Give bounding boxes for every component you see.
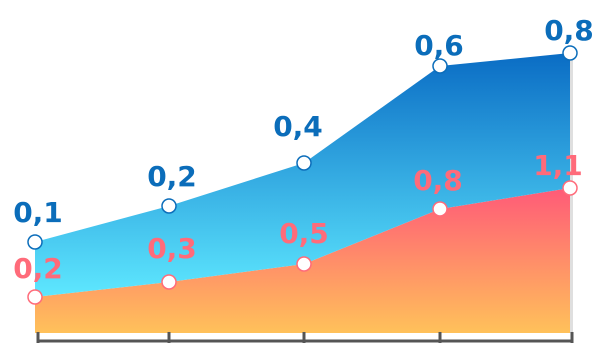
data-label-series-2: 0,2 (13, 252, 63, 285)
data-labels: 0,1 0,2 0,4 0,6 0,8 0,2 0,3 0,5 0,8 1,1 (13, 14, 594, 285)
data-markers (27, 45, 578, 305)
marker-series-1 (296, 155, 312, 171)
data-label-series-2: 1,1 (533, 149, 583, 182)
data-label-series-2: 0,5 (279, 217, 329, 250)
marker-series-2 (27, 289, 43, 305)
marker-series-1 (27, 234, 43, 250)
marker-series-2 (562, 180, 578, 196)
area-series-1 (35, 53, 570, 297)
marker-series-1 (432, 58, 448, 74)
marker-series-1 (161, 198, 177, 214)
marker-series-1 (562, 45, 578, 61)
data-label-series-1: 0,1 (13, 196, 63, 229)
area-series-2 (35, 188, 570, 333)
data-label-series-1: 0,6 (414, 29, 464, 62)
x-axis (36, 332, 574, 343)
data-label-series-2: 0,8 (413, 164, 463, 197)
data-label-series-1: 0,8 (544, 14, 594, 47)
marker-series-2 (296, 256, 312, 272)
data-label-series-1: 0,4 (273, 110, 323, 143)
area-layers (35, 53, 573, 333)
data-label-series-1: 0,2 (147, 160, 197, 193)
marker-series-2 (161, 274, 177, 290)
marker-series-2 (432, 201, 448, 217)
data-label-series-2: 0,3 (147, 232, 197, 265)
